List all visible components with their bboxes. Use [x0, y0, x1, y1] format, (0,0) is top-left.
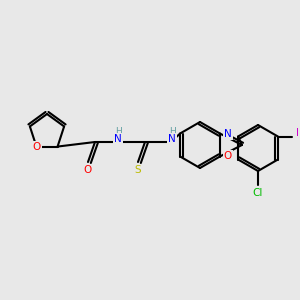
Text: N: N [224, 129, 232, 139]
Text: O: O [84, 165, 92, 175]
Text: O: O [224, 151, 232, 161]
Text: H: H [169, 127, 176, 136]
Text: N: N [168, 134, 176, 144]
Text: Cl: Cl [253, 188, 263, 198]
Text: S: S [135, 165, 141, 175]
Text: O: O [32, 142, 40, 152]
Text: N: N [114, 134, 122, 144]
Text: H: H [115, 127, 122, 136]
Text: I: I [296, 128, 299, 139]
